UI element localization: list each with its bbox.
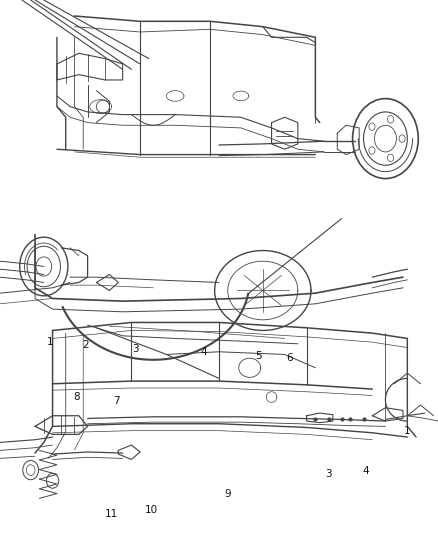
Text: 7: 7	[113, 396, 120, 406]
Text: 1: 1	[404, 426, 411, 435]
Text: 2: 2	[82, 341, 89, 350]
Text: 8: 8	[73, 392, 80, 401]
Text: 10: 10	[145, 505, 158, 515]
Text: 3: 3	[325, 470, 332, 479]
Text: 9: 9	[224, 489, 231, 498]
Text: 3: 3	[132, 344, 139, 353]
Text: 6: 6	[286, 353, 293, 363]
Text: 11: 11	[105, 510, 118, 519]
Text: 5: 5	[255, 351, 262, 361]
Text: 4: 4	[362, 466, 369, 475]
Text: 1: 1	[47, 337, 54, 347]
Text: 4: 4	[200, 347, 207, 357]
